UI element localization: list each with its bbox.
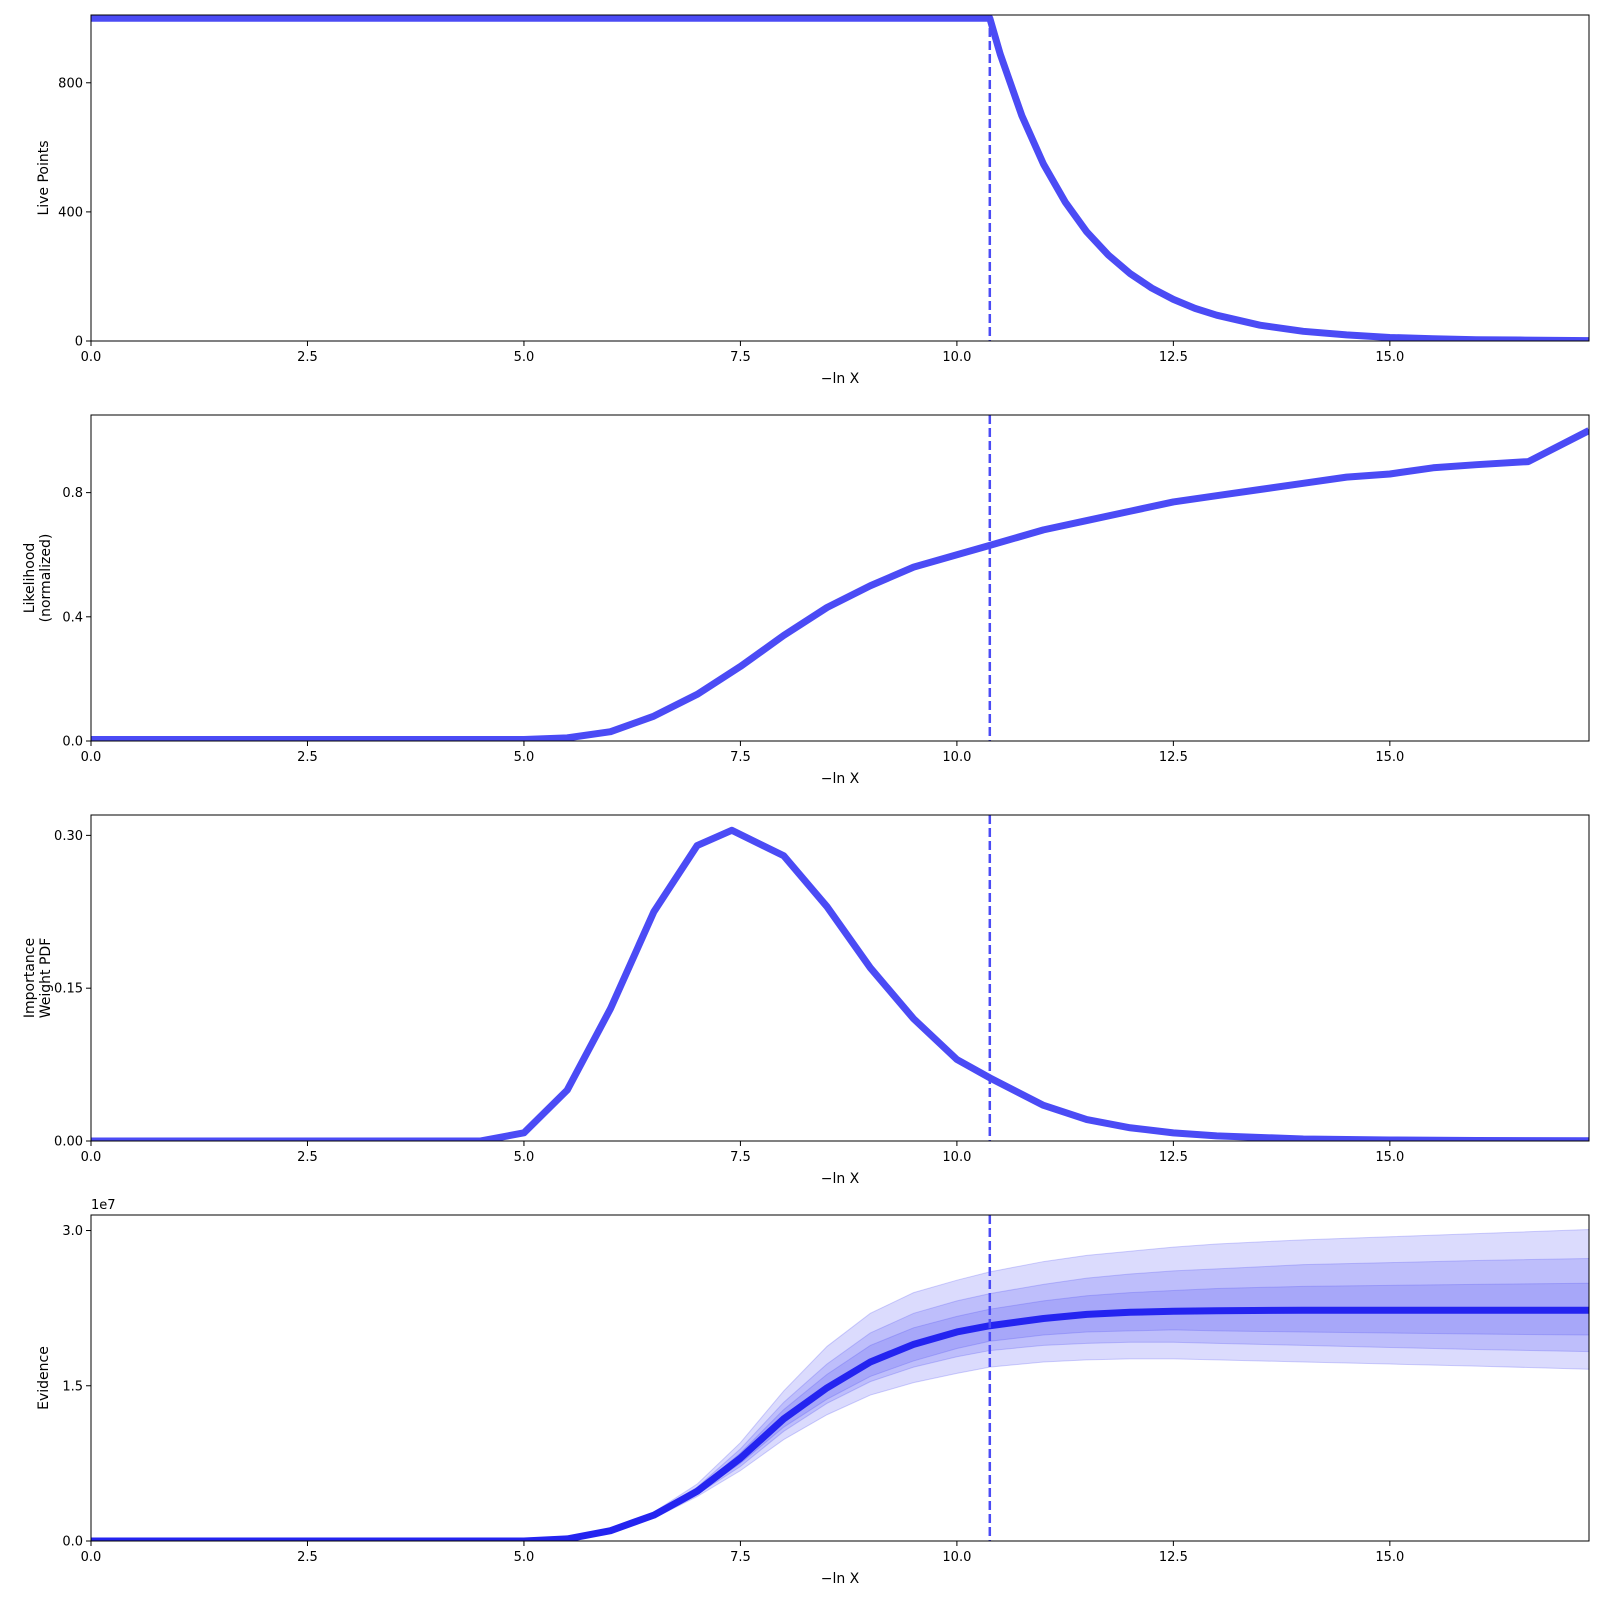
series-line (91, 826, 1589, 1141)
x-axis-label: −ln X (821, 1571, 860, 1587)
y-tick-label: 800 (58, 76, 83, 91)
y-tick-label: 3.0 (62, 1224, 83, 1239)
x-tick-label: 15.0 (1375, 750, 1404, 765)
y-axis-label: Evidence (36, 1346, 52, 1410)
axes-frame (90, 414, 1590, 742)
x-tick-label: 5.0 (514, 1150, 535, 1165)
x-axis-label: −ln X (821, 1171, 860, 1187)
x-tick-label: 0.0 (81, 1150, 102, 1165)
y-tick-label: 0.15 (54, 982, 83, 997)
y-offset-label: 1e7 (91, 1198, 116, 1213)
x-tick-label: 15.0 (1375, 1550, 1404, 1565)
axes-frame (90, 1214, 1590, 1542)
y-tick-label: 400 (58, 205, 83, 220)
plot-area (91, 815, 1589, 1141)
x-tick-label: 12.5 (1159, 1150, 1188, 1165)
axes-frame (90, 14, 1590, 342)
x-tick-label: 5.0 (514, 1550, 535, 1565)
y-axis-label: Live Points (36, 140, 52, 215)
panel-3: 0.0 2.5 5.0 7.5 10.0 12.5 15.0 0.00 0.15 0.30 −ln … (22, 814, 1590, 1187)
series-line (91, 15, 1589, 341)
series-line (91, 427, 1589, 741)
plot-area (91, 15, 1589, 341)
x-axis-label: −ln X (821, 371, 860, 387)
panel-4: 0.0 2.5 5.0 7.5 10.0 12.5 15.0 0.0 1.5 3.0 −ln X Ev… (36, 1198, 1590, 1587)
x-tick-label: 10.0 (942, 750, 971, 765)
x-tick-label: 2.5 (297, 1150, 318, 1165)
y-tick-label: 0.0 (62, 1535, 83, 1550)
panel-1: 0.0 2.5 5.0 7.5 10.0 12.5 15.0 0 400 800 −ln X Live… (36, 14, 1590, 387)
axes-frame (90, 814, 1590, 1142)
x-tick-label: 5.0 (514, 350, 535, 365)
x-tick-label: 7.5 (730, 1550, 751, 1565)
x-tick-label: 0.0 (81, 750, 102, 765)
plot-area (91, 1215, 1589, 1541)
series-line (91, 1306, 1589, 1541)
x-tick-label: 7.5 (730, 1150, 751, 1165)
y-tick-label: 0.4 (62, 610, 83, 625)
x-tick-label: 12.5 (1159, 750, 1188, 765)
y-tick-label: 0.0 (62, 735, 83, 750)
x-tick-label: 12.5 (1159, 350, 1188, 365)
x-tick-label: 7.5 (730, 350, 751, 365)
x-tick-label: 2.5 (297, 750, 318, 765)
y-axis-label: Likelihood(normalized) (22, 534, 54, 623)
x-tick-label: 2.5 (297, 1550, 318, 1565)
x-tick-label: 15.0 (1375, 1150, 1404, 1165)
confidence-band-2 (91, 1257, 1589, 1541)
x-tick-label: 0.0 (81, 1550, 102, 1565)
y-tick-label: 0 (75, 335, 83, 350)
x-tick-label: 7.5 (730, 750, 751, 765)
x-tick-label: 0.0 (81, 350, 102, 365)
confidence-band-3 (91, 1282, 1589, 1541)
y-tick-label: 0.00 (54, 1135, 83, 1150)
x-tick-label: 15.0 (1375, 350, 1404, 365)
x-tick-label: 2.5 (297, 350, 318, 365)
y-axis-label: ImportanceWeight PDF (22, 938, 54, 1019)
x-tick-label: 10.0 (942, 1150, 971, 1165)
y-tick-label: 1.5 (62, 1379, 83, 1394)
panel-2: 0.0 2.5 5.0 7.5 10.0 12.5 15.0 0.0 0.4 0.8 −ln X Li… (22, 414, 1590, 787)
y-tick-label: 0.30 (54, 829, 83, 844)
y-tick-label: 0.8 (62, 486, 83, 501)
x-tick-label: 12.5 (1159, 1550, 1188, 1565)
plot-area (91, 415, 1589, 741)
x-tick-label: 10.0 (942, 1550, 971, 1565)
x-tick-label: 10.0 (942, 350, 971, 365)
x-tick-label: 5.0 (514, 750, 535, 765)
x-axis-label: −ln X (821, 771, 860, 787)
